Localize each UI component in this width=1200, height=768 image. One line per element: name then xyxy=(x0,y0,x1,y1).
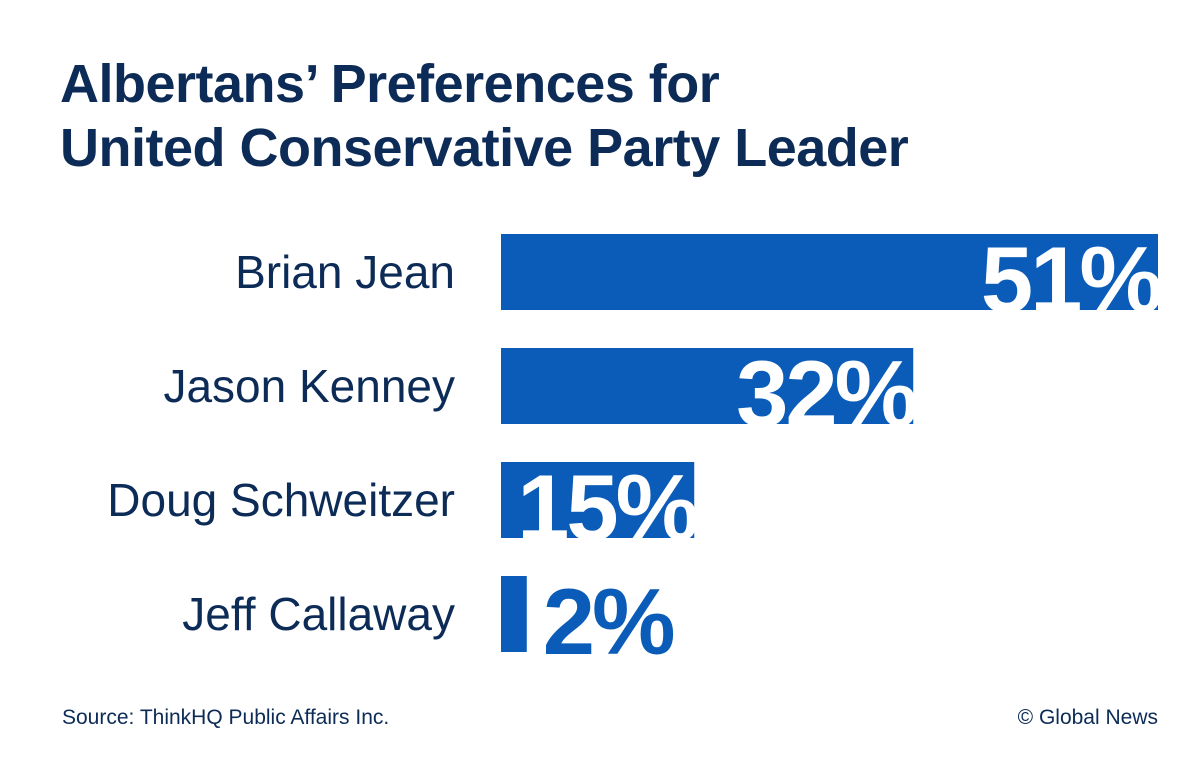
chart-title: Albertans’ Preferences for United Conser… xyxy=(60,52,909,180)
bar xyxy=(501,576,527,652)
category-label: Brian Jean xyxy=(235,246,455,298)
value-label: 2% xyxy=(543,569,674,674)
value-label: 51% xyxy=(981,227,1162,332)
category-label: Jeff Callaway xyxy=(182,588,455,640)
chart-title-line-2: United Conservative Party Leader xyxy=(60,118,909,178)
chart-title-line-1: Albertans’ Preferences for xyxy=(60,54,720,114)
value-label: 15% xyxy=(517,455,698,560)
bar xyxy=(501,462,695,538)
bar xyxy=(501,234,1158,310)
category-label: Jason Kenney xyxy=(163,360,455,412)
category-label: Doug Schweitzer xyxy=(107,474,455,526)
value-label: 32% xyxy=(736,341,917,446)
credit-note: © Global News xyxy=(1017,706,1158,729)
source-note: Source: ThinkHQ Public Affairs Inc. xyxy=(62,706,390,729)
bar xyxy=(501,348,914,424)
